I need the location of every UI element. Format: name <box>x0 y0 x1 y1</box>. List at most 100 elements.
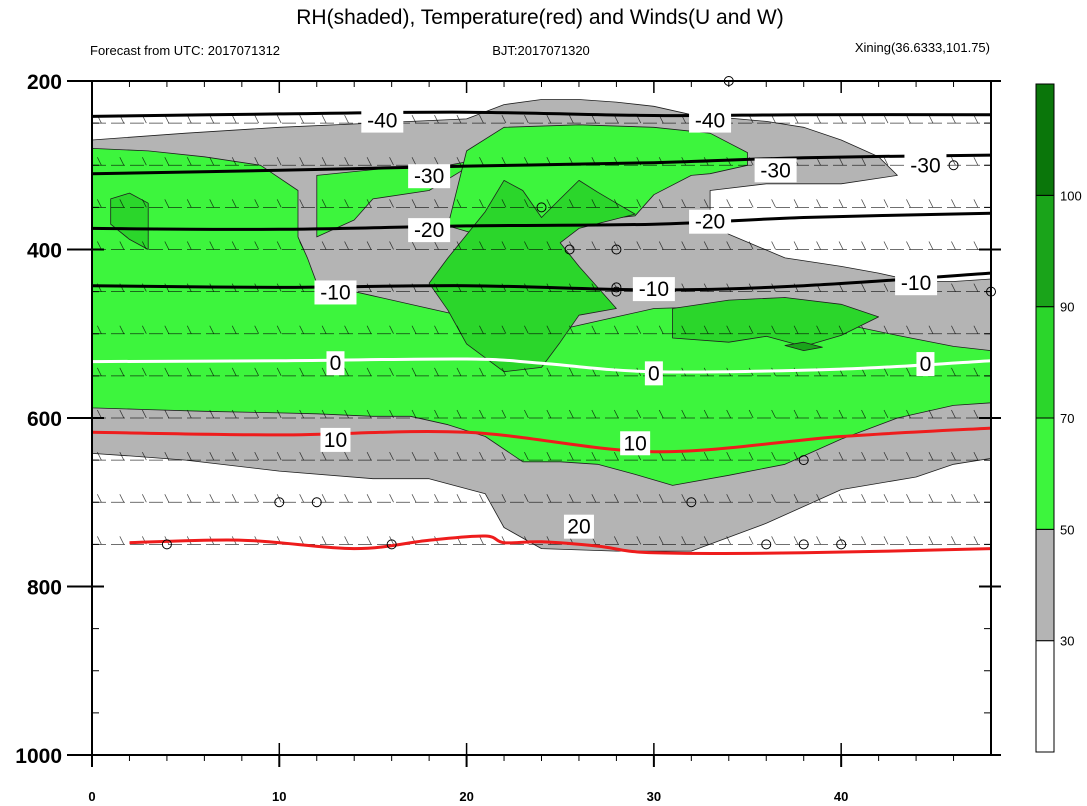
wind-barb <box>906 114 911 124</box>
wind-barb <box>366 325 372 334</box>
wind-barb <box>366 367 372 377</box>
wind-barb <box>254 367 260 377</box>
wind-barb <box>411 114 417 124</box>
x-tick-label: 30 <box>647 789 661 804</box>
wind-barb <box>951 114 956 124</box>
wind-barb <box>546 409 552 419</box>
wind-barb <box>254 451 260 461</box>
temperature-contour-0 <box>91 357 992 374</box>
colorbar-segment <box>1035 194 1055 308</box>
contour-label-box <box>563 514 594 539</box>
wind-barb <box>793 451 799 461</box>
calm-wind-marker <box>274 497 285 508</box>
wind-barb <box>838 325 844 334</box>
wind-barb <box>97 536 102 545</box>
wind-barb <box>928 325 934 334</box>
wind-barb <box>434 157 439 166</box>
wind-barb <box>366 241 372 250</box>
y-tick-label: 600 <box>27 408 62 431</box>
wind-barb <box>164 367 170 377</box>
wind-barb <box>97 241 102 250</box>
contour-label: -30 <box>760 159 790 182</box>
colorbar-segment <box>1035 528 1055 642</box>
contour-label-box <box>361 108 404 133</box>
wind-barb <box>793 114 799 124</box>
plot-area: -40 -40-30 -30 -30-20 -20-10 -10 -100 0 010 1020 … <box>15 71 1001 804</box>
wind-barb <box>928 241 934 250</box>
wind-barb <box>546 451 552 461</box>
wind-barb <box>321 451 327 461</box>
wind-barb <box>479 241 484 250</box>
contour-label: 0 <box>648 362 660 385</box>
wind-barb <box>973 367 979 377</box>
contour-label-box <box>916 352 935 377</box>
wind-barb <box>816 536 821 545</box>
wind-barb <box>299 114 304 124</box>
calm-wind-marker <box>611 282 622 293</box>
wind-barb <box>366 536 372 545</box>
contour-label: 0 <box>920 353 932 376</box>
wind-barb <box>501 367 507 377</box>
wind-barb <box>276 451 282 461</box>
wind-barb <box>951 451 956 461</box>
wind-barb <box>456 199 462 208</box>
wind-barb <box>658 451 664 461</box>
wind-barb <box>434 199 439 208</box>
wind-barb <box>951 409 956 419</box>
wind-barb <box>703 536 709 545</box>
wind-barb <box>209 451 215 461</box>
calm-wind-marker <box>761 539 772 550</box>
wind-barb <box>389 451 394 461</box>
wind-barb <box>97 451 102 461</box>
wind-barb <box>366 199 372 208</box>
wind-barb <box>186 241 192 250</box>
wind-barb <box>951 283 956 292</box>
wind-barb <box>838 494 844 503</box>
wind-barb <box>456 241 462 250</box>
wind-barb <box>321 241 327 250</box>
wind-barb <box>883 157 889 166</box>
calm-wind-marker <box>948 160 959 171</box>
wind-barb <box>568 114 574 124</box>
wind-barb <box>344 199 349 208</box>
wind-barb <box>973 241 979 250</box>
wind-barb <box>546 325 552 334</box>
wind-barb <box>703 325 709 334</box>
wind-barb <box>164 409 170 419</box>
wind-barb <box>209 241 215 250</box>
wind-barb <box>231 157 237 166</box>
contour-label-box <box>408 218 451 243</box>
contour-label-box <box>904 153 947 178</box>
wind-barb <box>793 536 799 545</box>
wind-barb <box>434 494 439 503</box>
wind-barb <box>344 494 349 503</box>
wind-barb <box>681 494 687 503</box>
wind-barb <box>861 451 866 461</box>
wind-barb <box>276 325 282 334</box>
wind-barb <box>771 114 776 124</box>
wind-barb <box>141 157 147 166</box>
temperature-contour--10 <box>91 271 992 292</box>
wind-barb <box>321 494 327 503</box>
contour-labels: -40 -40 -30 -30 -30 -20 -20 -10 -10 -10 0 0 0 10 10 20 <box>314 108 947 539</box>
wind-barb <box>321 157 327 166</box>
wind-barb <box>861 199 866 208</box>
wind-barb <box>366 409 372 419</box>
wind-barb <box>524 325 529 334</box>
wind-barb <box>97 325 102 334</box>
calm-wind-marker <box>611 286 622 297</box>
wind-barb <box>546 241 552 250</box>
rh-shading <box>91 99 992 552</box>
wind-barb <box>883 114 889 124</box>
contour-label: -10 <box>901 272 931 295</box>
wind-barb <box>883 409 889 419</box>
wind-barb <box>726 325 732 334</box>
wind-barb <box>276 367 282 377</box>
wind-barb <box>861 409 866 419</box>
calm-wind-marker <box>611 244 622 255</box>
wind-barb <box>524 199 529 208</box>
wind-barb <box>501 494 507 503</box>
wind-barb <box>434 451 439 461</box>
x-tick-label: 10 <box>272 789 286 804</box>
wind-barb <box>546 494 552 503</box>
